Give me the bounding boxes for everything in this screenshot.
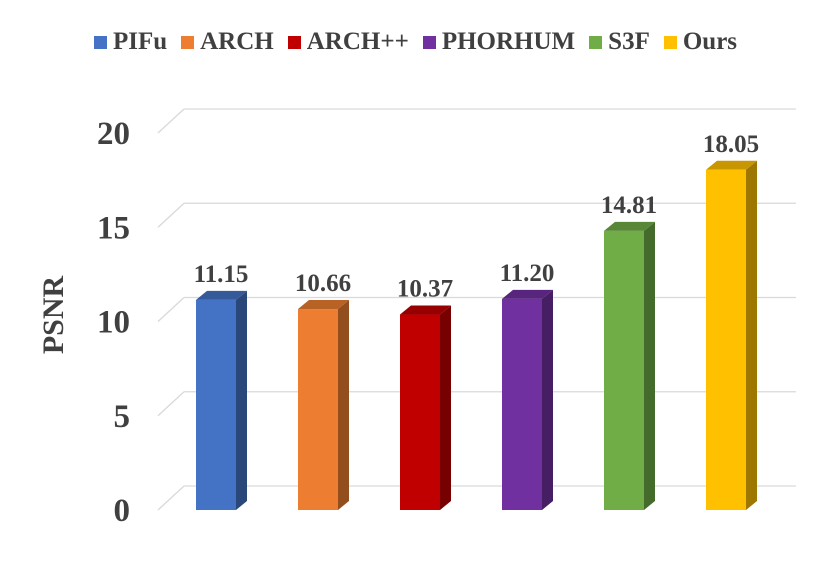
bars-layer: 11.15 10.66 10.37 11.20 14.81 18.05 xyxy=(194,131,759,511)
legend-swatch xyxy=(589,35,603,49)
bar-side xyxy=(746,160,757,510)
bar-arch-: 10.37 xyxy=(397,276,453,510)
y-tick-label: 0 xyxy=(114,493,131,529)
bar-front xyxy=(400,314,440,510)
legend-label: ARCH xyxy=(200,28,274,55)
bar-ours: 18.05 xyxy=(703,131,759,510)
chart-legend: PIFu ARCH ARCH++ PHORHUM S3F Ours xyxy=(0,28,831,56)
bar-arch: 10.66 xyxy=(295,270,351,510)
bar-side xyxy=(542,289,553,510)
legend-item: ARCH++ xyxy=(287,28,409,56)
y-tick-label: 5 xyxy=(114,399,131,435)
bar-phorhum: 11.20 xyxy=(500,260,555,510)
bar-side xyxy=(236,290,247,510)
bar-side xyxy=(440,305,451,510)
data-label: 10.66 xyxy=(295,270,351,297)
bar-top xyxy=(196,290,247,300)
bar-s3f: 14.81 xyxy=(601,192,657,511)
bar-front xyxy=(298,309,338,510)
bar-front xyxy=(196,299,236,510)
y-tick-label: 20 xyxy=(97,116,130,152)
legend-label: ARCH++ xyxy=(306,28,409,55)
gridline-depth xyxy=(157,391,185,417)
y-tick-label: 15 xyxy=(97,210,130,246)
bar-side xyxy=(644,221,655,511)
legend-item: Ours xyxy=(663,28,738,56)
data-label: 14.81 xyxy=(601,192,657,219)
legend-label: PHORHUM xyxy=(441,28,576,55)
bar-front xyxy=(502,298,542,510)
y-axis-title: PSNR xyxy=(37,275,70,354)
legend-item: ARCH xyxy=(181,28,274,56)
legend-label: Ours xyxy=(682,28,738,55)
y-tick-label: 10 xyxy=(97,305,130,341)
grid-layer: 0 5 10 15 20 xyxy=(97,108,796,529)
gridline-depth xyxy=(157,485,185,511)
data-label: 11.20 xyxy=(500,260,555,287)
legend-label: S3F xyxy=(608,28,650,55)
gridline-depth xyxy=(157,202,185,228)
data-label: 18.05 xyxy=(703,131,759,158)
bar-top xyxy=(400,305,451,315)
bar-side xyxy=(338,300,349,510)
data-label: 10.37 xyxy=(397,276,453,303)
legend-label: PIFu xyxy=(112,28,168,55)
bar-top xyxy=(706,160,757,170)
legend-item: PIFu xyxy=(93,28,168,56)
legend-swatch xyxy=(287,35,301,49)
legend-swatch xyxy=(93,35,107,49)
legend-swatch xyxy=(181,35,195,49)
bar-pifu: 11.15 xyxy=(194,261,249,510)
bar-front xyxy=(706,169,746,510)
legend-swatch xyxy=(422,35,436,49)
gridline-depth xyxy=(157,297,185,322)
gridline-depth xyxy=(157,108,185,134)
data-label: 11.15 xyxy=(194,261,249,288)
bar-top xyxy=(502,289,553,299)
bar-top xyxy=(604,221,655,231)
legend-item: S3F xyxy=(589,28,650,56)
bar-front xyxy=(604,230,644,511)
bar-top xyxy=(298,300,349,310)
legend-swatch xyxy=(663,35,677,49)
legend-item: PHORHUM xyxy=(422,28,576,56)
